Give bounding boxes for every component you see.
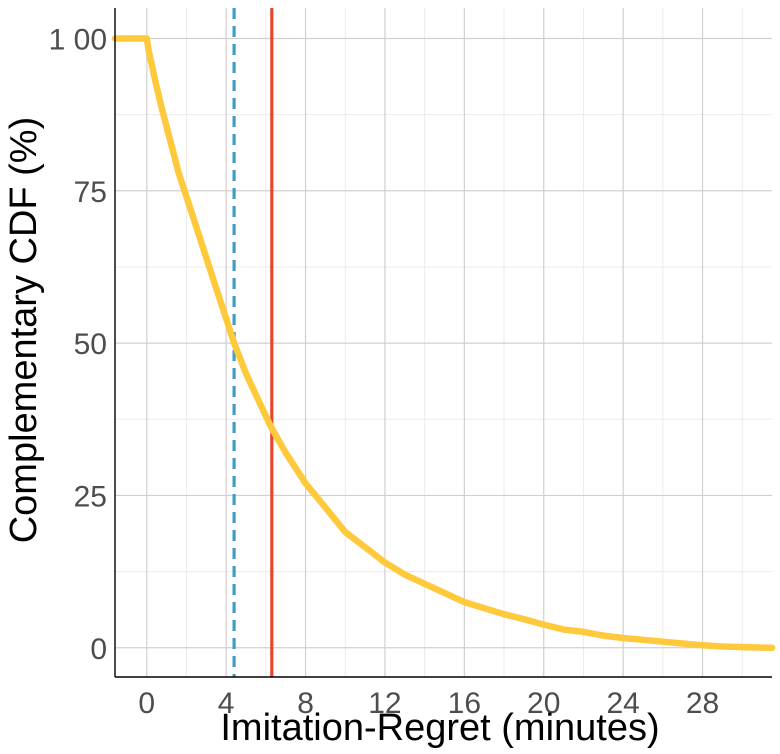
series-layer [111,35,776,652]
x-axis-title: Imitation-Regret (minutes) [220,707,659,749]
x-tick-label: 24 [606,687,639,720]
x-tick-label: 28 [686,687,719,720]
y-tick-labels: 0 25 50 75 1 00 [49,23,107,665]
series-line-1 [111,35,776,652]
grid [115,8,772,677]
x-tick-label: 20 [527,687,560,720]
axes [114,8,772,678]
y-tick-label: 0 [90,633,107,666]
x-tick-label: 0 [138,687,155,720]
x-tick-label: 4 [218,687,235,720]
x-tick-labels: 0 4 8 12 16 20 24 28 [138,687,719,720]
y-tick-label: 1 00 [49,23,107,56]
y-tick-label: 25 [74,480,107,513]
y-tick-label: 50 [74,328,107,361]
x-tick-label: 8 [297,687,314,720]
y-tick-label: 75 [74,176,107,209]
x-tick-label: 16 [448,687,481,720]
y-axis-title: Complementary CDF (%) [3,117,45,544]
x-tick-label: 12 [368,687,401,720]
